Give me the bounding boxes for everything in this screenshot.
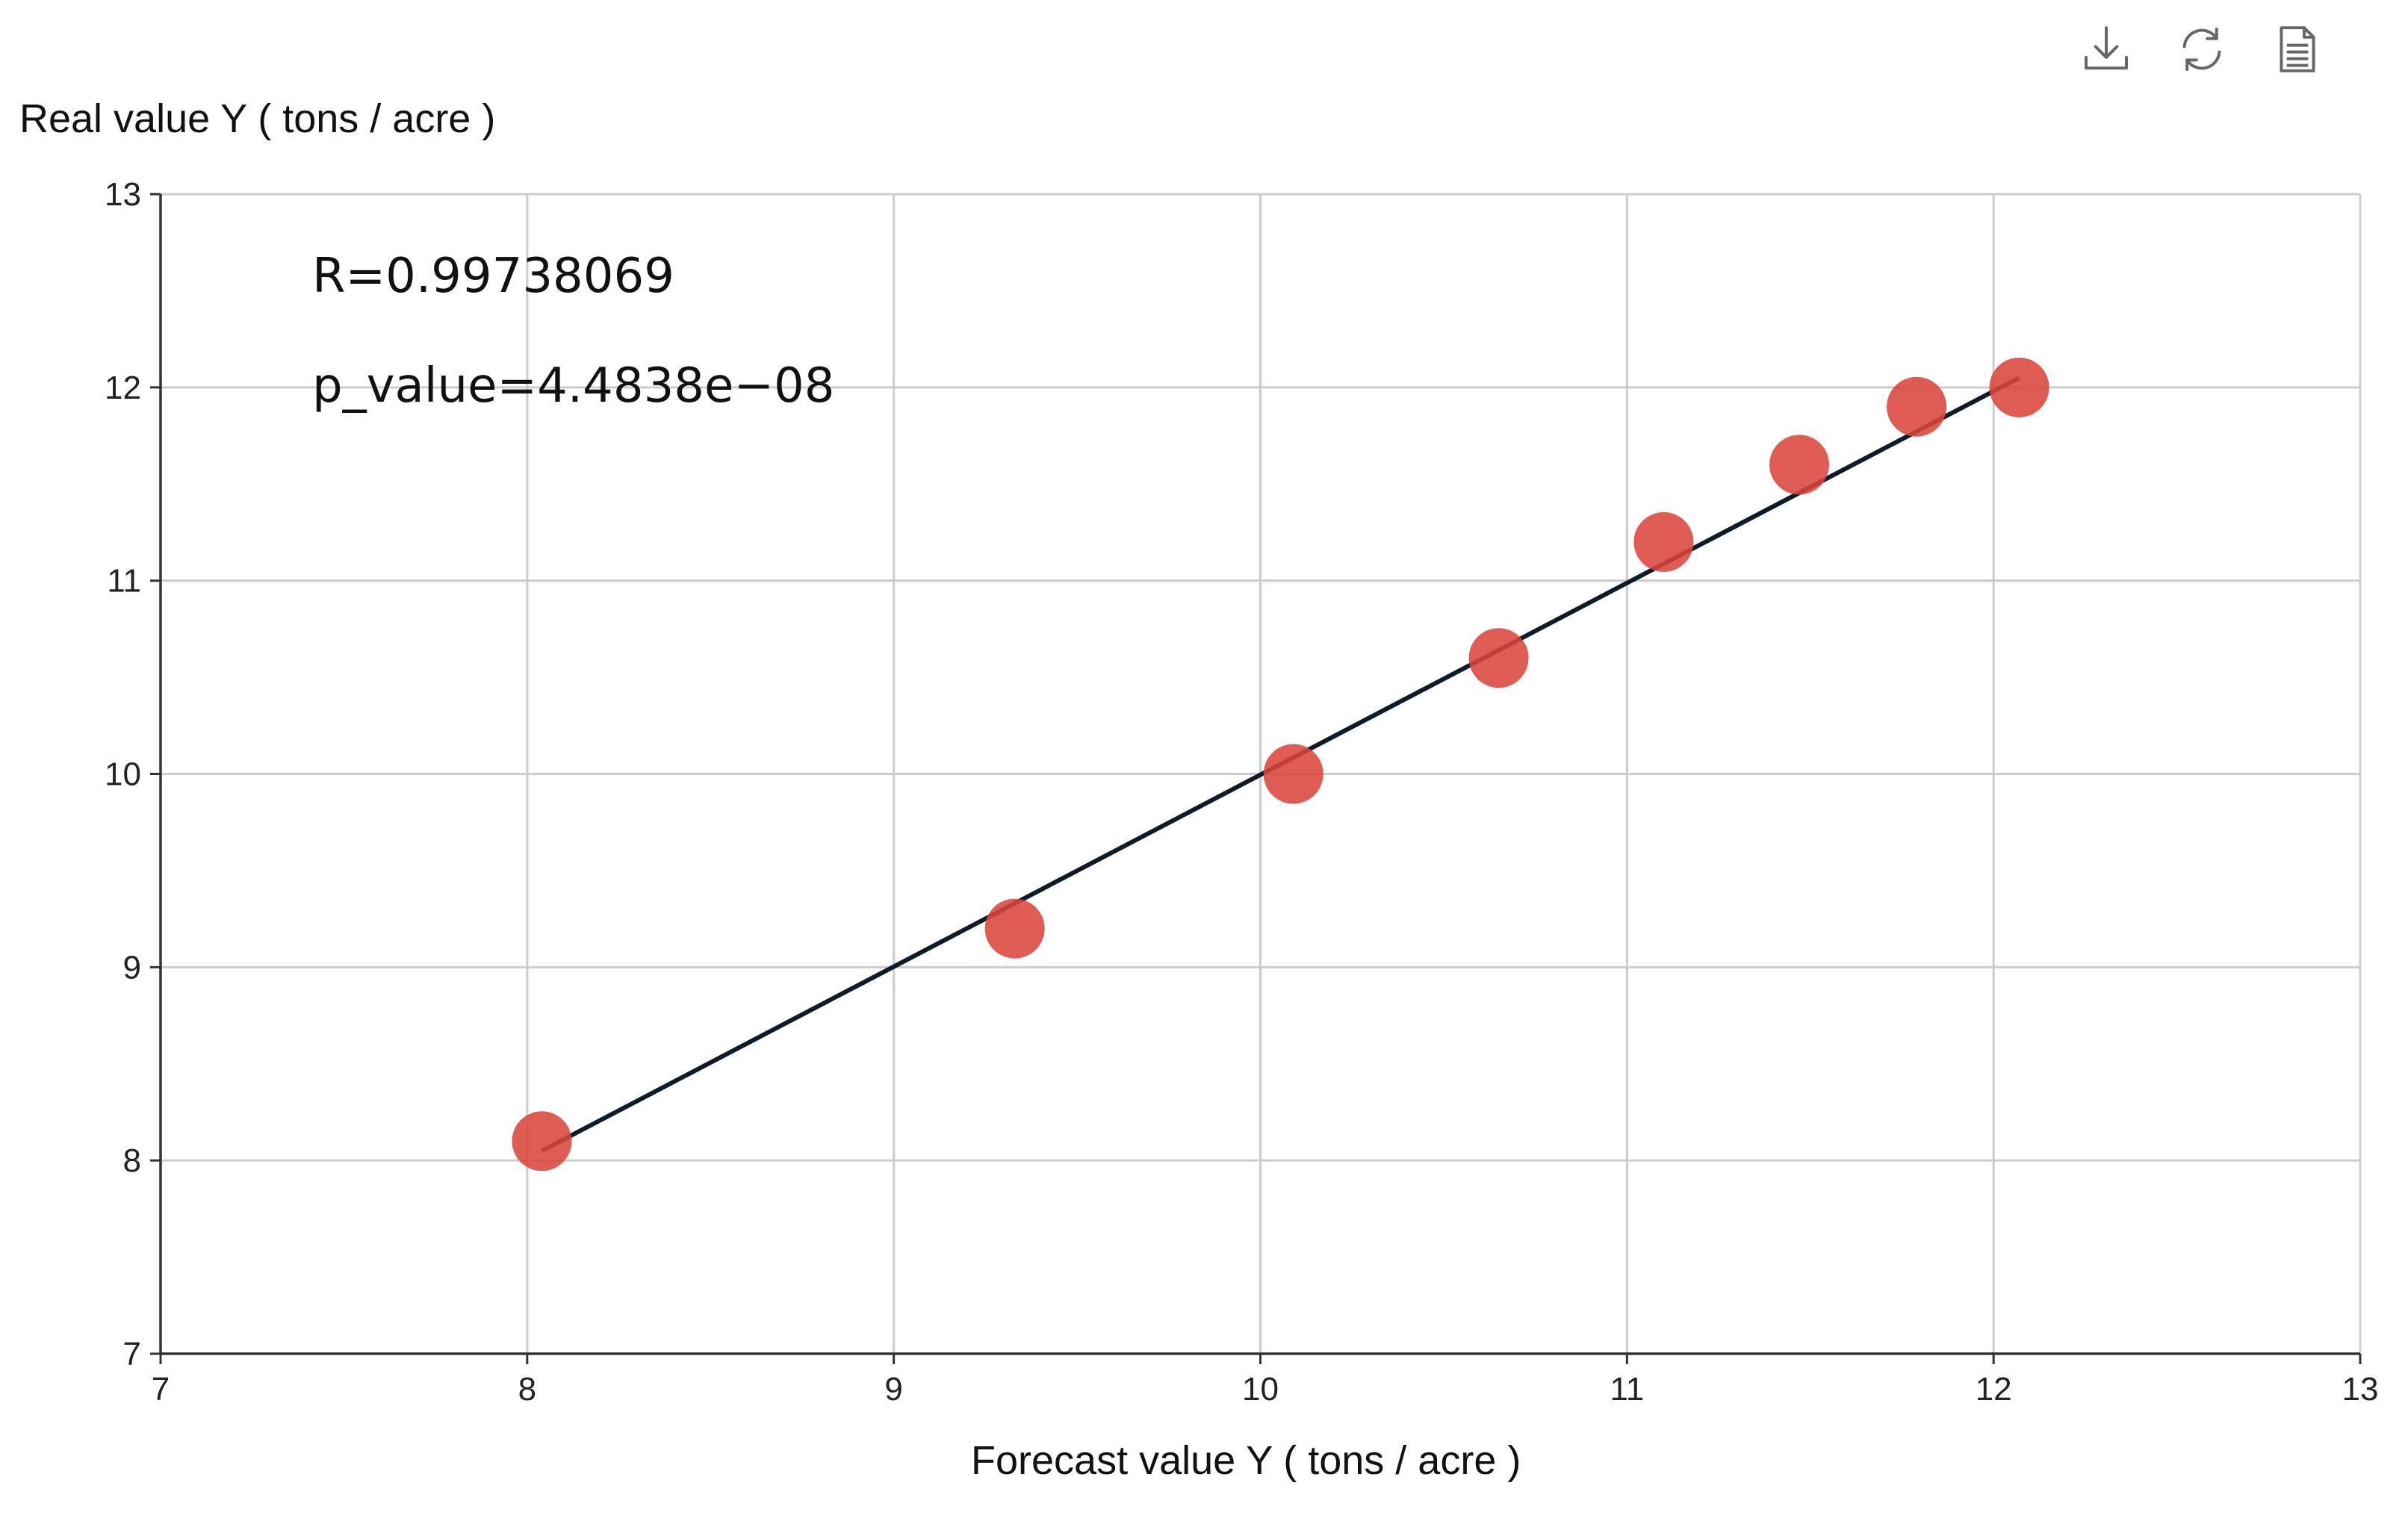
scatter-point xyxy=(1769,435,1830,495)
annotation-r-value: R=0.99738069 xyxy=(312,249,674,304)
refresh-icon xyxy=(2182,28,2221,71)
points-layer xyxy=(512,357,2049,1172)
y-tick-label: 10 xyxy=(105,756,141,793)
scatter-point xyxy=(1263,744,1324,804)
x-tick-label: 8 xyxy=(518,1371,536,1407)
scatter-point xyxy=(1633,511,1694,572)
y-tick-label: 9 xyxy=(123,949,141,986)
grid xyxy=(161,193,2362,1354)
y-tick-label: 8 xyxy=(123,1142,141,1179)
x-tick-label: 13 xyxy=(2342,1371,2379,1407)
document-icon xyxy=(2280,26,2315,72)
y-tick-label: 13 xyxy=(105,176,141,213)
scatter-point xyxy=(1468,628,1529,688)
scatter-point xyxy=(1989,357,2049,417)
chart-toolbar xyxy=(2078,21,2326,78)
x-tick-label: 9 xyxy=(884,1371,902,1407)
annotation-p-value: p_value=4.4838e−08 xyxy=(312,358,835,414)
x-tick-label: 10 xyxy=(1242,1371,1279,1407)
download-button[interactable] xyxy=(2078,21,2135,78)
data-view-button[interactable] xyxy=(2269,21,2326,78)
download-icon xyxy=(2085,26,2128,70)
scatter-point xyxy=(1887,376,1947,437)
scatter-point xyxy=(512,1111,572,1172)
x-tick-label: 12 xyxy=(1976,1371,2012,1407)
x-axis-title: Forecast value Y ( tons / acre ) xyxy=(971,1438,1521,1483)
y-axis-title: Real value Y ( tons / acre ) xyxy=(19,96,496,141)
y-tick-label: 7 xyxy=(123,1336,141,1372)
x-tick-label: 11 xyxy=(1610,1371,1644,1407)
tick-labels: 7 8 9 10 11 12 13 7 8 9 10 11 12 13 xyxy=(105,176,2378,1407)
x-tick-label: 7 xyxy=(152,1371,170,1407)
refresh-button[interactable] xyxy=(2173,21,2230,78)
axes xyxy=(150,193,2362,1364)
scatter-point xyxy=(984,898,1045,959)
y-tick-label: 11 xyxy=(107,563,141,600)
y-tick-label: 12 xyxy=(105,370,141,406)
